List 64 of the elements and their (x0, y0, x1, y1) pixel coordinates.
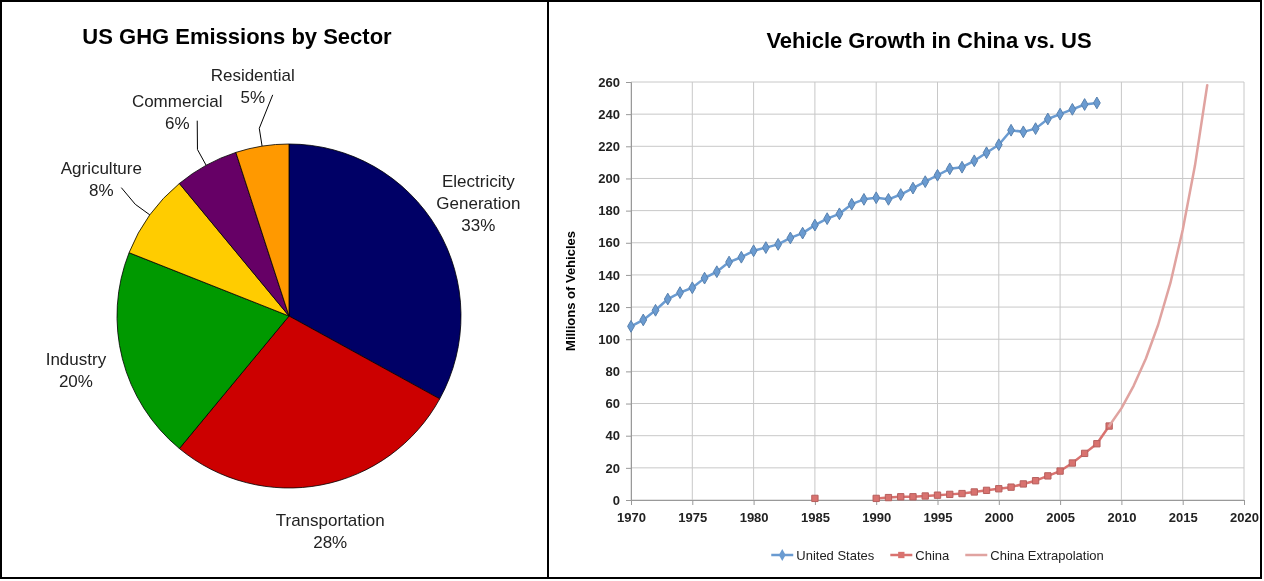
x-tick-label: 1980 (739, 510, 769, 526)
x-tick-label: 2005 (1046, 510, 1076, 526)
point (884, 493, 893, 502)
point (1007, 483, 1015, 491)
point (970, 488, 978, 496)
y-tick-label: 120 (598, 299, 620, 315)
point (921, 492, 929, 500)
chart-title: US GHG Emissions by Sector (82, 24, 393, 49)
data-label: 28% (313, 533, 348, 553)
y-tick-label: 200 (598, 171, 620, 187)
y-tick-label: 80 (605, 364, 620, 380)
slice-label: Commercial (131, 91, 223, 111)
slice-label: Electricity Generation (436, 172, 521, 214)
x-tick-label: 1995 (923, 510, 953, 526)
y-tick-label: 240 (598, 106, 620, 122)
point (1044, 472, 1052, 480)
data-label: 20% (58, 371, 93, 391)
slice-label: Residential (210, 65, 295, 85)
y-tick-label: 180 (598, 203, 620, 219)
point (909, 493, 917, 501)
slice-label: Agriculture (60, 158, 142, 178)
point (933, 491, 942, 499)
x-tick-label: 1970 (617, 510, 646, 526)
data-label: 8% (89, 180, 114, 200)
legend-label: China Extrapolation (990, 548, 1104, 563)
y-tick-label: 0 (612, 492, 620, 508)
x-tick-label: 2020 (1230, 510, 1259, 526)
legend-label: China (915, 548, 951, 563)
point (897, 493, 905, 501)
point (1068, 459, 1077, 467)
x-tick-label: 2015 (1168, 510, 1198, 526)
point (946, 490, 954, 499)
y-axis-title: Millions of Vehicles (563, 231, 578, 351)
point (958, 489, 966, 498)
x-tick-label: 1990 (862, 510, 892, 526)
data-label: 5% (240, 87, 265, 107)
y-tick-label: 20 (605, 460, 620, 476)
slice-label: Industry (45, 349, 107, 369)
chart-title: Vehicle Growth in China vs. US (766, 28, 1092, 53)
slice-label: Transportation (275, 511, 385, 531)
point (872, 494, 880, 503)
point (982, 486, 991, 495)
data-label: 6% (164, 113, 190, 133)
x-tick-label: 2000 (984, 510, 1014, 526)
point (1093, 440, 1101, 448)
point (1056, 467, 1064, 475)
y-tick-label: 100 (598, 331, 620, 347)
y-tick-label: 160 (598, 235, 620, 251)
data-label: 33% (461, 216, 496, 236)
point (1031, 477, 1040, 485)
point (1080, 449, 1089, 458)
y-tick-label: 60 (605, 396, 620, 412)
point (995, 485, 1003, 493)
point (1019, 480, 1027, 488)
x-tick-label: 2010 (1107, 510, 1137, 526)
x-tick-label: 1975 (678, 510, 708, 526)
y-tick-label: 40 (605, 428, 620, 444)
x-tick-label: 1985 (800, 510, 830, 526)
y-tick-label: 140 (598, 267, 620, 283)
y-tick-label: 220 (598, 138, 620, 154)
line-series (1107, 83, 1209, 428)
point (811, 494, 819, 503)
y-tick-label: 260 (598, 74, 620, 90)
legend-label: United States (796, 548, 875, 563)
